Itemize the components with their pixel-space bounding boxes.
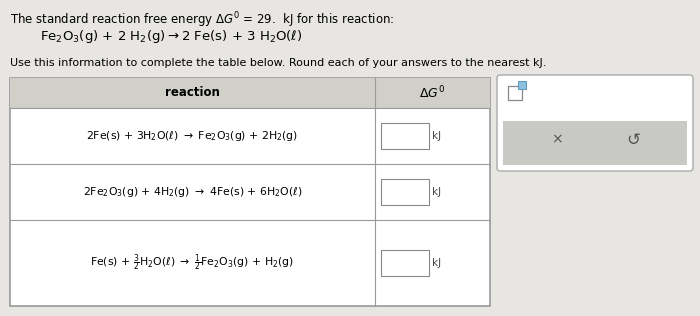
Text: ↺: ↺	[626, 131, 640, 149]
FancyBboxPatch shape	[518, 81, 526, 89]
FancyBboxPatch shape	[10, 78, 490, 108]
Text: The standard reaction free energy $\Delta G^{0}$ = 29.  kJ for this reaction:: The standard reaction free energy $\Delt…	[10, 10, 394, 30]
FancyBboxPatch shape	[10, 78, 490, 306]
Text: 2Fe(s) + 3H$_2$O($\ell$) $\rightarrow$ Fe$_2$O$_3$(g) + 2H$_2$(g): 2Fe(s) + 3H$_2$O($\ell$) $\rightarrow$ F…	[87, 129, 298, 143]
FancyBboxPatch shape	[381, 250, 429, 276]
FancyBboxPatch shape	[381, 123, 429, 149]
Text: $\Delta G^{0}$: $\Delta G^{0}$	[419, 85, 445, 101]
FancyBboxPatch shape	[497, 75, 693, 171]
FancyBboxPatch shape	[508, 86, 522, 100]
Text: ×: ×	[551, 133, 563, 147]
FancyBboxPatch shape	[381, 179, 429, 205]
Text: kJ: kJ	[432, 187, 441, 197]
Text: 2Fe$_2$O$_3$(g) + 4H$_2$(g) $\rightarrow$ 4Fe(s) + 6H$_2$O($\ell$): 2Fe$_2$O$_3$(g) + 4H$_2$(g) $\rightarrow…	[83, 185, 302, 199]
Text: Fe$_2$O$_3$(g) + 2 H$_2$(g)$\rightarrow$2 Fe(s) + 3 H$_2$O($\ell$): Fe$_2$O$_3$(g) + 2 H$_2$(g)$\rightarrow$…	[40, 28, 302, 45]
Text: kJ: kJ	[432, 258, 441, 268]
FancyBboxPatch shape	[503, 121, 687, 165]
Text: Use this information to complete the table below. Round each of your answers to : Use this information to complete the tab…	[10, 58, 547, 68]
Text: Fe(s) + $\frac{3}{2}$H$_2$O($\ell$) $\rightarrow$ $\frac{1}{2}$Fe$_2$O$_3$(g) + : Fe(s) + $\frac{3}{2}$H$_2$O($\ell$) $\ri…	[90, 252, 295, 274]
Text: reaction: reaction	[165, 87, 220, 100]
Text: kJ: kJ	[432, 131, 441, 141]
